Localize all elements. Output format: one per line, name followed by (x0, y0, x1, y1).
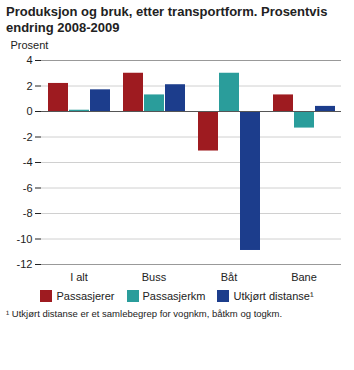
svg-text:2: 2 (26, 80, 32, 92)
svg-text:-4: -4 (23, 156, 33, 168)
svg-text:Prosent: Prosent (11, 39, 49, 51)
svg-text:-2: -2 (23, 131, 33, 143)
svg-text:Bane: Bane (291, 271, 317, 283)
html-text:¹ Utkjørt distanse er et samle: ¹ Utkjørt distanse er et samlebegrep for… (6, 308, 283, 319)
svg-text:-12: -12 (17, 258, 33, 270)
svg-text:-8: -8 (23, 207, 33, 219)
html-text:Utkjørt distanse¹: Utkjørt distanse¹ (233, 290, 314, 302)
svg-text:4: 4 (26, 54, 32, 66)
svg-text:-6: -6 (23, 182, 33, 194)
html-text:Produksjon og bruk, etter tran: Produksjon og bruk, etter transportform.… (6, 4, 328, 35)
svg-text:-10: -10 (17, 233, 33, 245)
svg-text:I alt: I alt (70, 271, 88, 283)
html-text:Passasjerer: Passasjerer (56, 290, 115, 302)
svg-text:Båt: Båt (221, 271, 238, 283)
svg-text:0: 0 (26, 105, 32, 117)
html-text:Passasjerkm: Passasjerkm (142, 290, 206, 302)
svg-text:Buss: Buss (142, 271, 167, 283)
